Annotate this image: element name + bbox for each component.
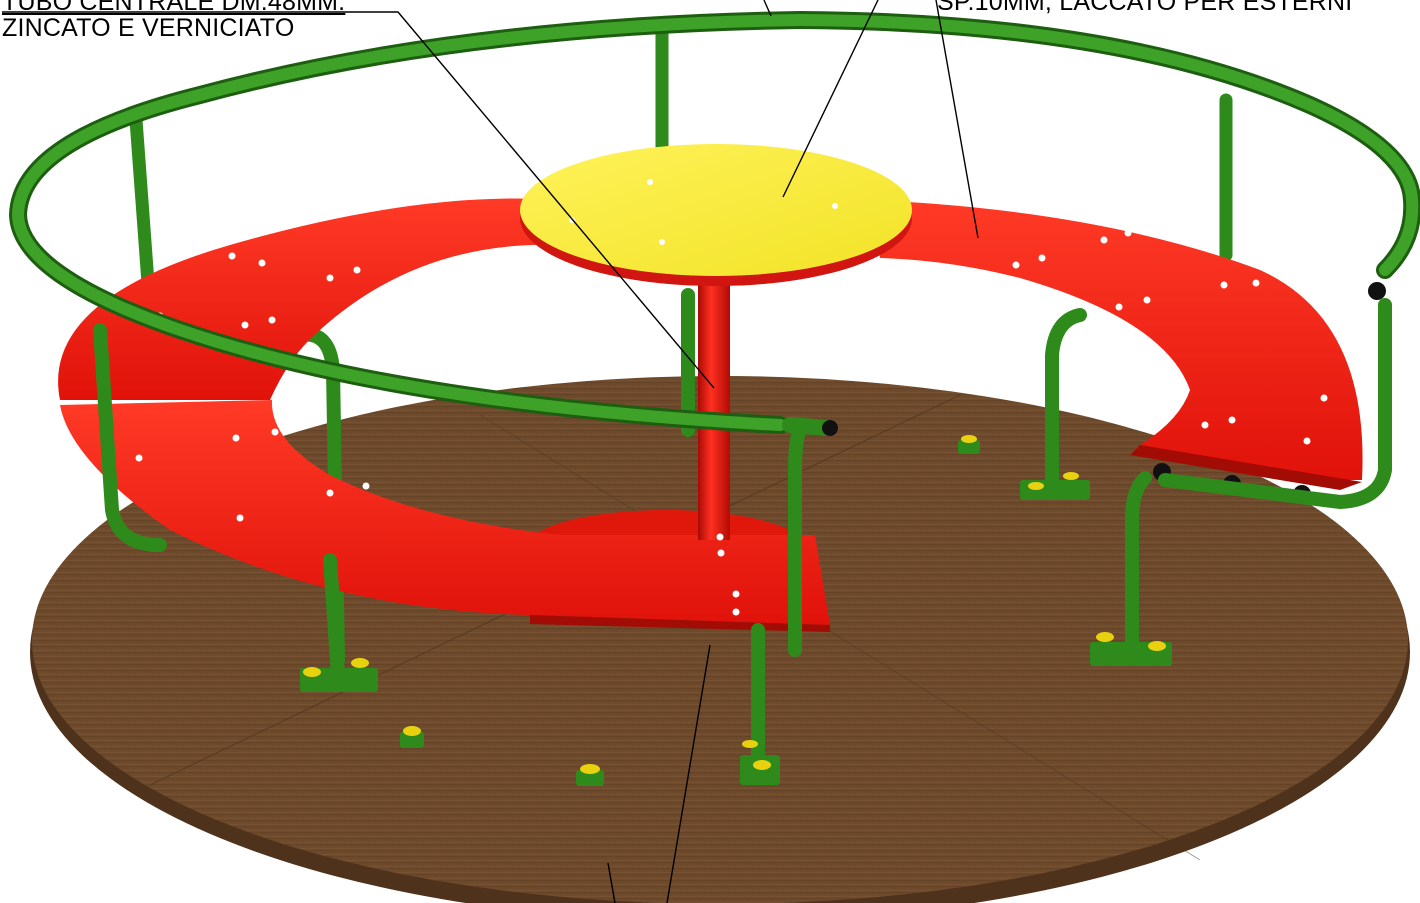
leader-tube [2, 11, 715, 389]
seat-bolts [124, 229, 1328, 616]
leader-rail [763, 0, 772, 17]
handrail [8, 10, 1420, 657]
callout-leader-lines [2, 0, 979, 903]
leader-ground-left [666, 644, 711, 903]
ground-anchor-plates [300, 435, 1172, 786]
callout-label-tube: TUBO CENTRALE DM.48MM. ZINCATO E VERNICI… [2, 0, 345, 41]
handrail-end-cap [822, 420, 838, 436]
leader-table [782, 0, 879, 198]
leader-seat [935, 0, 979, 239]
table-top [520, 144, 912, 286]
central-post [698, 270, 730, 540]
leader-ground-right [607, 862, 616, 903]
front-seat-legs [93, 298, 1392, 777]
callout-tube-line1: TUBO CENTRALE DM.48MM. [2, 0, 346, 16]
callout-seat-line1: SP.10MM, LACCATO PER ESTERNI [937, 0, 1353, 16]
callout-tube-line2: ZINCATO E VERNICIATO [2, 14, 295, 42]
seat-right-section [870, 200, 1363, 480]
callout-label-seat: SP.10MM, LACCATO PER ESTERNI [937, 0, 1352, 15]
seat-back-section [58, 198, 560, 400]
seat-front-section [60, 400, 830, 625]
